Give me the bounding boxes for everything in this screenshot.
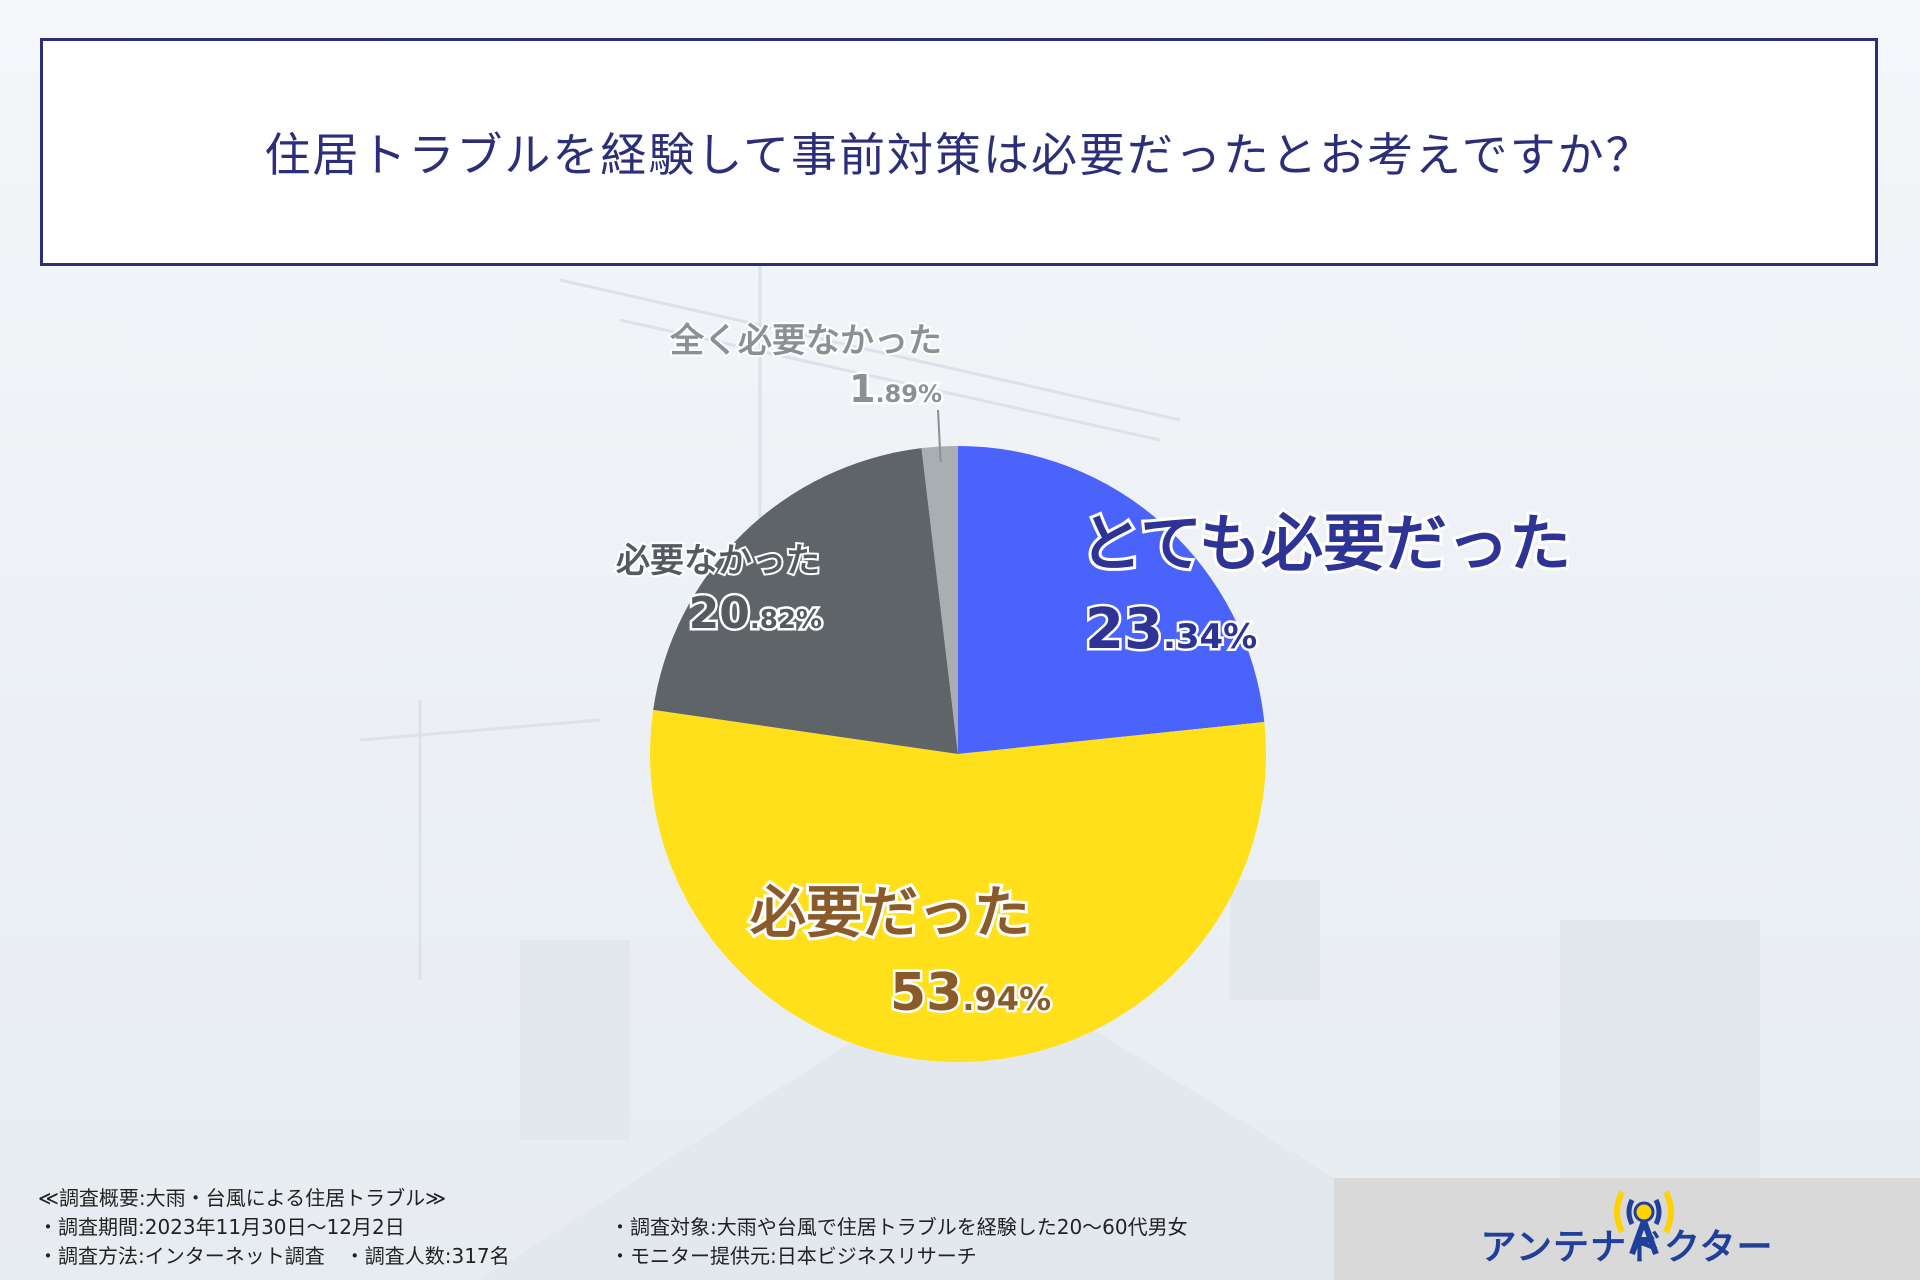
slice-label: とても必要だった [1080, 507, 1571, 580]
survey-note: ・調査方法:インターネット調査 ・調査人数:317名 [38, 1244, 510, 1268]
slice-value: 23.34% [1085, 597, 1257, 662]
survey-note: ・モニター提供元:日本ビジネスリサーチ [610, 1244, 977, 1268]
survey-note: ≪調査概要:大雨・台風による住居トラブル≫ [38, 1186, 447, 1210]
slice-label: 全く必要なかった [669, 321, 942, 361]
slice-value: 53.94% [890, 963, 1051, 1023]
logo-text: アンテナドクター [1480, 1227, 1774, 1268]
pie-slice [958, 446, 1265, 754]
slice-label: 必要だった [750, 881, 1030, 946]
pie-slice [653, 448, 958, 754]
chart-title: 住居トラブルを経験して事前対策は必要だったとお考えですか？ [264, 128, 1654, 182]
pie-slice [650, 709, 1267, 1062]
slice-value: 20.82% [689, 588, 822, 639]
pie-slice [921, 446, 958, 754]
survey-note: ・調査期間:2023年11月30日〜12月2日 [38, 1215, 405, 1239]
slice-value: 1.89% [849, 367, 942, 411]
brand-logo: アンテナドクター [1334, 1178, 1920, 1280]
survey-note: ・調査対象:大雨や台風で住居トラブルを経験した20〜60代男女 [610, 1215, 1188, 1239]
survey-notes-left: ≪調査概要:大雨・台風による住居トラブル≫ ・調査期間:2023年11月30日〜… [38, 1184, 510, 1271]
leader-line [937, 409, 942, 462]
survey-notes-right: ・調査対象:大雨や台風で住居トラブルを経験した20〜60代男女 ・モニター提供元… [610, 1213, 1188, 1271]
slice-label: 必要なかった [616, 541, 820, 581]
antenna-icon [1614, 1190, 1674, 1256]
title-box: 住居トラブルを経験して事前対策は必要だったとお考えですか？ [40, 38, 1878, 266]
